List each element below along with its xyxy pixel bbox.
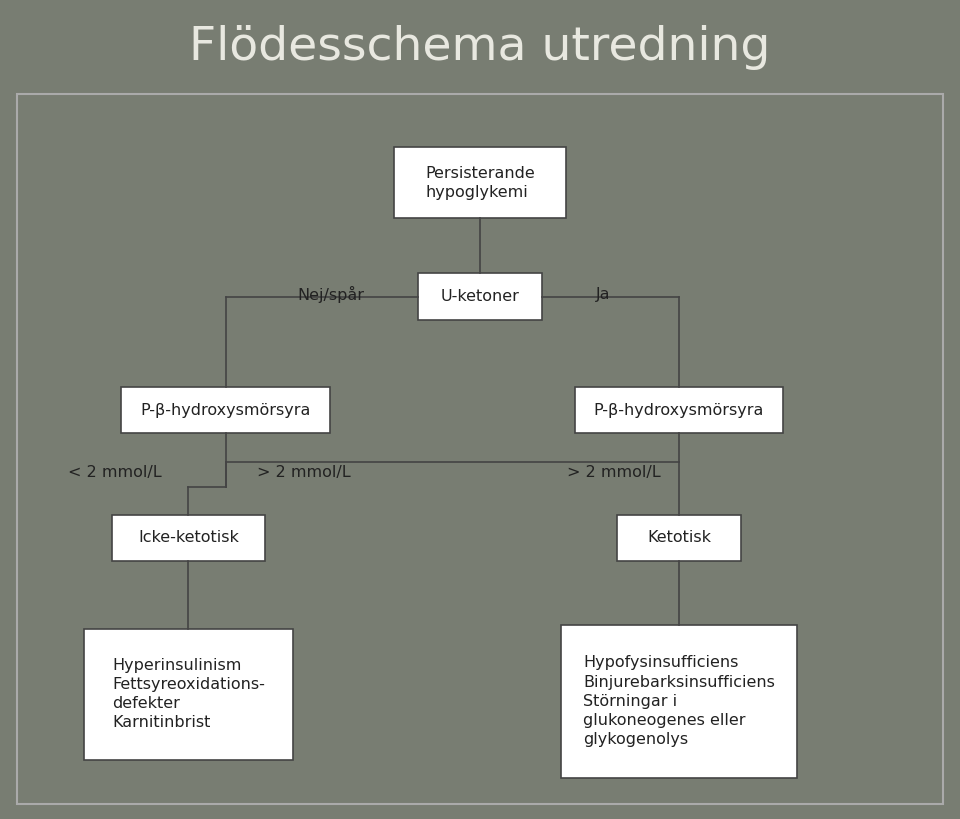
FancyBboxPatch shape [121,387,329,433]
Text: Hyperinsulinism
Fettsyreoxidations-
defekter
Karnitinbrist: Hyperinsulinism Fettsyreoxidations- defe… [112,658,265,731]
FancyBboxPatch shape [616,515,741,561]
FancyBboxPatch shape [561,625,797,777]
Text: Persisterande
hypoglykemi: Persisterande hypoglykemi [425,165,535,200]
Text: Ketotisk: Ketotisk [647,531,711,545]
FancyBboxPatch shape [84,628,293,760]
Text: Nej/spår: Nej/spår [298,286,365,303]
FancyBboxPatch shape [575,387,783,433]
Text: < 2 mmol/L: < 2 mmol/L [67,465,161,480]
Text: Hypofysinsufficiens
Binjurebarksinsufficiens
Störningar i
glukoneogenes eller
gl: Hypofysinsufficiens Binjurebarksinsuffic… [583,655,775,747]
Text: > 2 mmol/L: > 2 mmol/L [257,465,351,480]
Text: U-ketoner: U-ketoner [441,289,519,304]
Text: Ja: Ja [595,287,611,302]
FancyBboxPatch shape [395,147,565,219]
FancyBboxPatch shape [112,515,265,561]
Text: > 2 mmol/L: > 2 mmol/L [567,465,661,480]
Text: Icke-ketotisk: Icke-ketotisk [138,531,239,545]
Text: P-β-hydroxysmörsyra: P-β-hydroxysmörsyra [140,403,311,418]
Text: P-β-hydroxysmörsyra: P-β-hydroxysmörsyra [594,403,764,418]
FancyBboxPatch shape [418,274,542,319]
Text: Flödesschema utredning: Flödesschema utredning [189,25,771,70]
